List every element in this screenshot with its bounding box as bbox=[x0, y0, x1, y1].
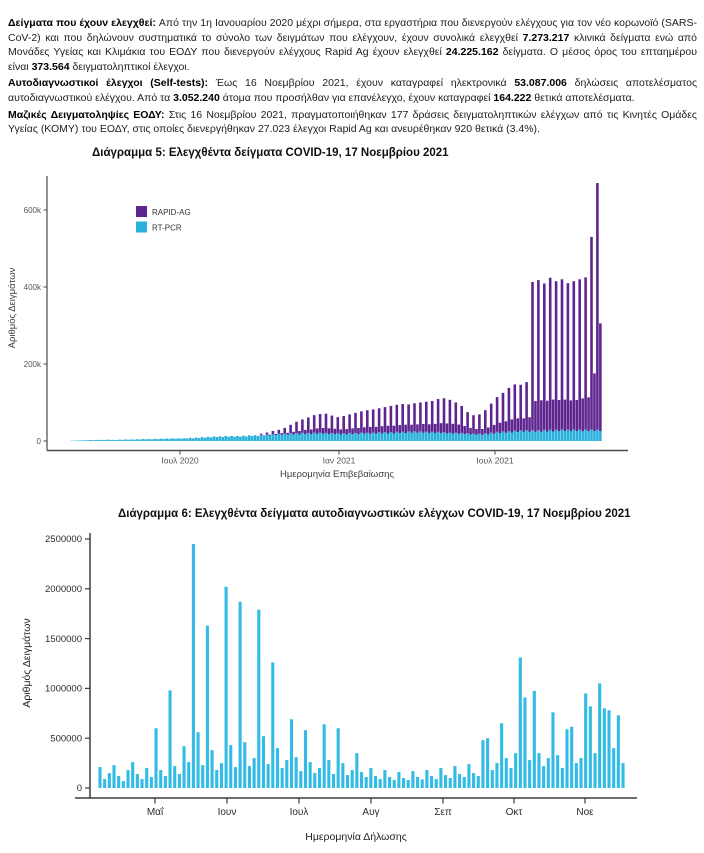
svg-text:1500000: 1500000 bbox=[45, 634, 82, 645]
svg-text:Ιαν 2021: Ιαν 2021 bbox=[323, 456, 356, 466]
svg-text:Ημερομηνία Επιβεβαίωσης: Ημερομηνία Επιβεβαίωσης bbox=[280, 469, 394, 480]
svg-text:200k: 200k bbox=[24, 360, 42, 369]
chart6-figure: 0 500000 1000000 1500000 2000000 2500000 Μαΐ Ιο… bbox=[21, 533, 637, 843]
chart5-figure: 0 200k 400k 600k Ιουλ 2020 Ιαν 2021 Ιουλ 2021 Η… bbox=[7, 176, 628, 480]
chart6-axis-titles: Ημερομηνία Δήλωσης Αριθμός Δειγμάτων bbox=[21, 618, 407, 843]
svg-text:2500000: 2500000 bbox=[45, 534, 82, 545]
chart5-y-ticks: 0 200k 400k 600k bbox=[24, 206, 47, 446]
svg-text:2000000: 2000000 bbox=[45, 584, 82, 595]
svg-text:Οκτ: Οκτ bbox=[506, 807, 523, 818]
svg-text:1000000: 1000000 bbox=[45, 684, 82, 695]
svg-text:0: 0 bbox=[77, 783, 82, 794]
svg-text:Σεπ: Σεπ bbox=[434, 807, 452, 818]
chart5-axis-titles: Ημερομηνία Επιβεβαίωσης Αριθμός Δειγμάτων bbox=[7, 267, 394, 480]
chart5-title: Διάγραμμα 5: Ελεγχθέντα δείγματα COVID-1… bbox=[92, 147, 449, 159]
chart6-x-ticks: Μαΐ Ιουν Ιουλ Αυγ Σεπ Οκτ Νοε bbox=[147, 798, 594, 818]
intro-paragraph-2: Αυτοδιαγνωστικοί έλεγχοι (Self-tests): Έ… bbox=[8, 77, 698, 104]
chart6-bars bbox=[98, 543, 625, 788]
intro-text: Δείγματα που έχουν ελεγχθεί: Από την 1η … bbox=[8, 16, 697, 139]
intro-paragraph-1: Δείγματα που έχουν ελεγχθεί: Από την 1η … bbox=[8, 17, 698, 73]
svg-text:Αυγ: Αυγ bbox=[362, 807, 379, 818]
svg-text:600k: 600k bbox=[24, 206, 42, 215]
svg-text:400k: 400k bbox=[24, 283, 42, 292]
svg-text:Ιουλ: Ιουλ bbox=[290, 807, 309, 818]
chart5-x-ticks: Ιουλ 2020 Ιαν 2021 Ιουλ 2021 bbox=[161, 450, 514, 466]
svg-text:RAPID-AG: RAPID-AG bbox=[152, 208, 191, 217]
chart6-y-ticks: 0 500000 1000000 1500000 2000000 2500000 bbox=[45, 534, 90, 794]
chart5-axes bbox=[46, 176, 628, 452]
chart5-bars bbox=[71, 183, 602, 441]
svg-text:Αριθμός Δειγμάτων: Αριθμός Δειγμάτων bbox=[7, 267, 18, 348]
intro-paragraph-3: Μαζικές Δειγματοληψίες ΕΟΔΥ: Στις 16 Νοε… bbox=[8, 108, 697, 136]
chart6-axes bbox=[75, 533, 637, 799]
svg-text:Ιουλ 2020: Ιουλ 2020 bbox=[161, 456, 199, 466]
svg-text:RT-PCR: RT-PCR bbox=[152, 224, 182, 233]
svg-text:Ιουν: Ιουν bbox=[218, 807, 237, 818]
svg-text:0: 0 bbox=[37, 437, 42, 446]
svg-text:Μαΐ: Μαΐ bbox=[147, 806, 164, 818]
chart6-title: Διάγραμμα 6: Ελεγχθέντα δείγματα αυτοδια… bbox=[118, 508, 631, 520]
chart5-legend: RAPID-AG RT-PCR bbox=[136, 206, 191, 233]
svg-text:Αριθμός Δειγμάτων: Αριθμός Δειγμάτων bbox=[21, 618, 33, 707]
svg-text:500000: 500000 bbox=[50, 733, 82, 744]
svg-text:Ιουλ 2021: Ιουλ 2021 bbox=[476, 456, 514, 466]
svg-text:Νοε: Νοε bbox=[576, 807, 594, 818]
svg-text:Ημερομηνία Δήλωσης: Ημερομηνία Δήλωσης bbox=[305, 831, 407, 843]
